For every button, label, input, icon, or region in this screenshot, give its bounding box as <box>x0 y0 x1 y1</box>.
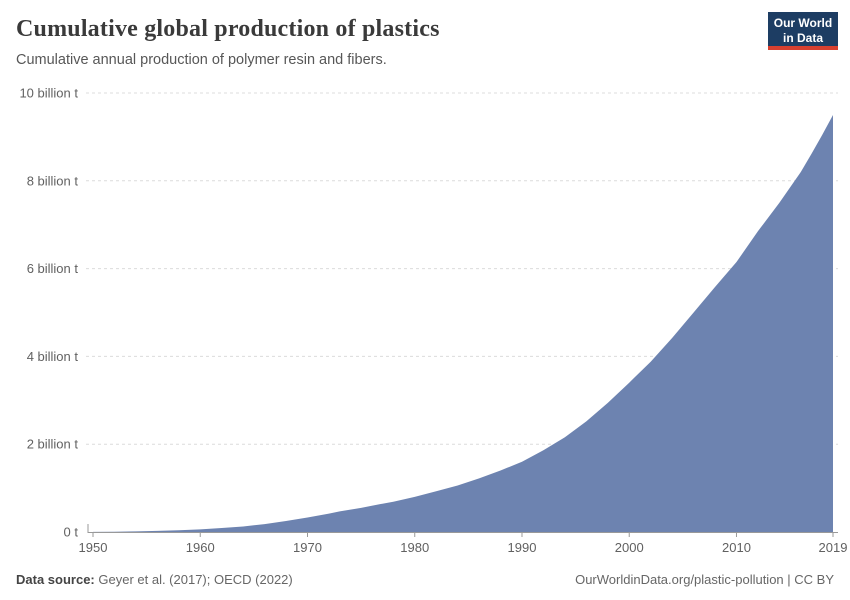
owid-logo[interactable]: Our World in Data <box>768 12 838 50</box>
data-source-label: Data source: <box>16 572 95 587</box>
x-tick-label: 1960 <box>186 540 215 555</box>
y-tick-label: 4 billion t <box>27 349 79 364</box>
y-tick-label: 0 t <box>64 525 79 540</box>
data-source-value: Geyer et al. (2017); OECD (2022) <box>98 572 293 587</box>
x-tick-label: 2010 <box>722 540 751 555</box>
y-tick-label: 8 billion t <box>27 173 79 188</box>
chart-header: Cumulative global production of plastics… <box>16 16 750 68</box>
x-axis-line <box>87 524 838 533</box>
area-series[interactable] <box>93 115 833 532</box>
y-tick-label: 10 billion t <box>19 86 78 101</box>
chart-footer: Data source: Geyer et al. (2017); OECD (… <box>16 572 834 587</box>
owid-logo-line2: in Data <box>782 31 823 45</box>
x-tick-label: 1980 <box>400 540 429 555</box>
data-source: Data source: Geyer et al. (2017); OECD (… <box>16 572 293 587</box>
y-tick-label: 6 billion t <box>27 261 79 276</box>
citation-link[interactable]: OurWorldinData.org/plastic-pollution | C… <box>575 572 834 587</box>
x-tick-label: 1990 <box>508 540 537 555</box>
chart-subtitle: Cumulative annual production of polymer … <box>16 52 387 68</box>
x-tick-label: 1970 <box>293 540 322 555</box>
x-tick-label: 1950 <box>79 540 108 555</box>
page-title: Cumulative global production of plastics <box>16 16 440 42</box>
x-tick-label: 2000 <box>615 540 644 555</box>
x-tick-label: 2019 <box>819 540 848 555</box>
owid-logo-line1: Our World <box>773 16 833 30</box>
y-tick-label: 2 billion t <box>27 437 79 452</box>
